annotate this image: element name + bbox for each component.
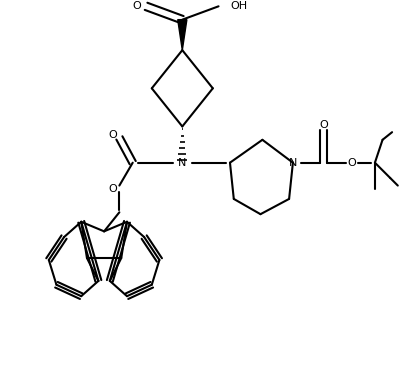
Text: OH: OH [230,1,247,11]
Text: O: O [109,185,117,194]
Polygon shape [178,19,187,50]
Text: O: O [348,158,357,168]
Text: O: O [132,1,141,11]
Text: O: O [109,130,117,140]
Text: N: N [178,158,186,168]
Text: O: O [319,120,328,129]
Text: N: N [289,158,297,168]
